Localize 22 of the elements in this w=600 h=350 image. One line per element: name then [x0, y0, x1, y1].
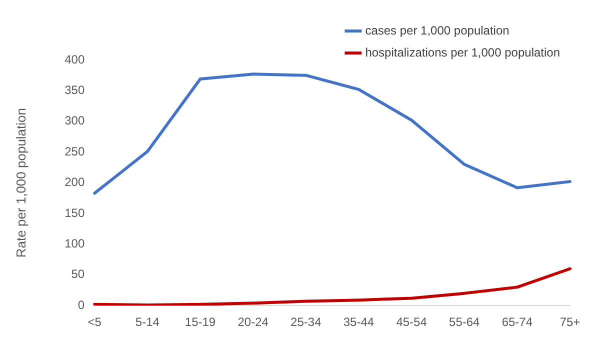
- y-tick-label: 400: [64, 52, 85, 66]
- x-tick-label: 20-24: [238, 315, 269, 330]
- x-tick-label: 55-64: [449, 315, 480, 330]
- y-tick-label: 200: [64, 175, 85, 190]
- x-tick-label: 25-34: [290, 315, 322, 330]
- legend-label: cases per 1,000 population: [365, 23, 510, 38]
- x-tick-label: <5: [88, 315, 102, 330]
- x-tick-label: 15-19: [184, 315, 216, 330]
- x-tick-label: 75+: [560, 315, 580, 330]
- y-tick-label: 300: [64, 114, 85, 128]
- y-tick-label: 150: [64, 206, 85, 220]
- y-tick-label: 350: [64, 83, 85, 98]
- y-tick-label: 250: [64, 144, 85, 158]
- x-tick-label: 45-54: [396, 315, 428, 330]
- y-tick-label: 50: [71, 267, 85, 282]
- x-tick-label: 35-44: [343, 315, 374, 330]
- x-tick-label: 5-14: [135, 315, 160, 330]
- legend-label: hospitalizations per 1,000 population: [365, 45, 560, 60]
- y-tick-label: 100: [64, 236, 85, 251]
- y-axis-title: Rate per 1,000 population: [13, 108, 28, 258]
- x-tick-label: 65-74: [502, 315, 533, 330]
- y-tick-label: 0: [78, 298, 85, 312]
